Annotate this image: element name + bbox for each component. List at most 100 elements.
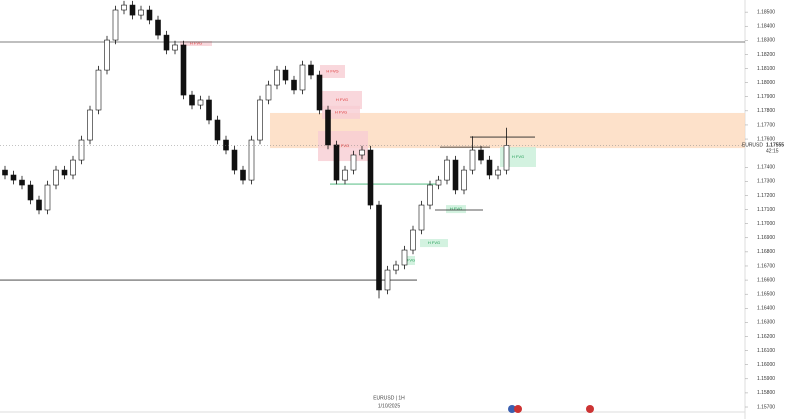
flag-icon bbox=[586, 405, 594, 413]
y-tick-label: 1.16700 bbox=[757, 263, 775, 269]
candle-body bbox=[121, 4, 127, 11]
candle-body bbox=[427, 184, 433, 206]
symbol-label: EURUSD bbox=[742, 143, 764, 149]
candle-body bbox=[172, 44, 178, 51]
candle-body bbox=[418, 204, 425, 231]
countdown: 42:15 bbox=[766, 149, 779, 155]
candle-body bbox=[393, 264, 399, 271]
candle-body bbox=[486, 159, 493, 176]
y-tick-label: 1.16600 bbox=[757, 277, 775, 283]
fvg-label: H FVG bbox=[326, 69, 338, 74]
candle-body bbox=[274, 69, 280, 86]
candle-body bbox=[316, 74, 323, 111]
y-tick-label: 1.18100 bbox=[757, 66, 775, 72]
y-tick-label: 1.17800 bbox=[757, 108, 775, 114]
candle-body bbox=[87, 109, 93, 141]
fvg-box bbox=[420, 239, 448, 248]
y-tick-label: 1.17300 bbox=[757, 179, 775, 185]
y-tick-label: 1.16300 bbox=[757, 320, 775, 326]
candle-body bbox=[435, 179, 442, 186]
y-tick-label: 1.16400 bbox=[757, 306, 775, 312]
candle-body bbox=[70, 159, 76, 176]
candle-body bbox=[325, 109, 331, 146]
candle-body bbox=[112, 9, 119, 41]
y-tick-label: 1.16000 bbox=[757, 362, 775, 368]
candle-body bbox=[104, 39, 110, 71]
candle-body bbox=[10, 174, 17, 181]
candle-body bbox=[333, 144, 340, 181]
candle-body bbox=[350, 154, 357, 171]
flag-icon bbox=[508, 405, 516, 413]
candle-body bbox=[342, 169, 348, 181]
flag-icon bbox=[514, 405, 522, 413]
candle-body bbox=[265, 84, 272, 101]
candle-body bbox=[53, 169, 59, 186]
candle-body bbox=[376, 204, 382, 291]
candle-body bbox=[410, 229, 416, 251]
y-tick-label: 1.17200 bbox=[757, 193, 775, 199]
candle-body bbox=[469, 149, 476, 171]
candle-body bbox=[478, 149, 484, 161]
fvg-box bbox=[322, 90, 362, 110]
candle-body bbox=[495, 169, 501, 176]
symbol-caption: EURUSD | 1H bbox=[373, 395, 405, 401]
y-tick-label: 1.15800 bbox=[757, 390, 775, 396]
candle-body bbox=[206, 99, 212, 121]
candle-body bbox=[223, 139, 229, 151]
candle-body bbox=[461, 169, 467, 191]
candle-body bbox=[214, 119, 221, 141]
y-tick-label: 1.17700 bbox=[757, 122, 775, 128]
candle-body bbox=[129, 4, 136, 16]
fvg-box bbox=[403, 255, 415, 265]
candle-body bbox=[240, 169, 246, 181]
fvg-box bbox=[180, 41, 212, 46]
candle-body bbox=[359, 149, 365, 156]
fvg-label: H FVG bbox=[336, 97, 348, 102]
candle-body bbox=[197, 99, 204, 106]
fvg-label: H FVG bbox=[403, 258, 415, 263]
candle-body bbox=[452, 159, 459, 191]
candle-body bbox=[95, 69, 102, 111]
candle-body bbox=[155, 19, 161, 36]
candle-body bbox=[248, 139, 255, 181]
candle-body bbox=[401, 249, 408, 266]
candle-body bbox=[189, 94, 195, 106]
y-tick-label: 1.18500 bbox=[757, 9, 775, 15]
y-tick-label: 1.16500 bbox=[757, 292, 775, 298]
candle-body bbox=[503, 145, 510, 171]
candle-body bbox=[308, 64, 314, 76]
fvg-label: H FVG bbox=[428, 240, 440, 245]
y-tick-label: 1.16200 bbox=[757, 334, 775, 340]
y-tick-label: 1.17600 bbox=[757, 136, 775, 142]
candle-body bbox=[2, 169, 8, 176]
y-tick-label: 1.18300 bbox=[757, 38, 775, 44]
candle-body bbox=[138, 9, 144, 16]
candle-body bbox=[384, 269, 391, 291]
candle-body bbox=[146, 9, 153, 21]
y-tick-label: 1.17100 bbox=[757, 207, 775, 213]
y-tick-label: 1.18000 bbox=[757, 80, 775, 86]
candle-body bbox=[299, 64, 306, 91]
candle-body bbox=[367, 149, 374, 206]
y-tick-label: 1.16900 bbox=[757, 235, 775, 241]
y-tick-label: 1.16100 bbox=[757, 348, 775, 354]
date-caption: 1/10/2025 bbox=[378, 403, 400, 409]
candle-body bbox=[257, 99, 263, 141]
y-tick-label: 1.17900 bbox=[757, 94, 775, 100]
candle-body bbox=[180, 44, 187, 96]
candle-body bbox=[282, 69, 289, 81]
fvg-label: H FVG bbox=[335, 109, 347, 114]
candle-body bbox=[61, 169, 68, 176]
candle-body bbox=[163, 34, 170, 51]
fvg-label: H FVG bbox=[190, 41, 202, 46]
candle-body bbox=[78, 139, 85, 161]
candle-body bbox=[444, 159, 450, 181]
y-tick-label: 1.18200 bbox=[757, 52, 775, 58]
last-price-label: 1.17555 bbox=[766, 143, 784, 149]
candle-body bbox=[44, 184, 51, 211]
y-tick-label: 1.17000 bbox=[757, 221, 775, 227]
y-tick-label: 1.15900 bbox=[757, 376, 775, 382]
fvg-label: H FVG bbox=[512, 154, 524, 159]
